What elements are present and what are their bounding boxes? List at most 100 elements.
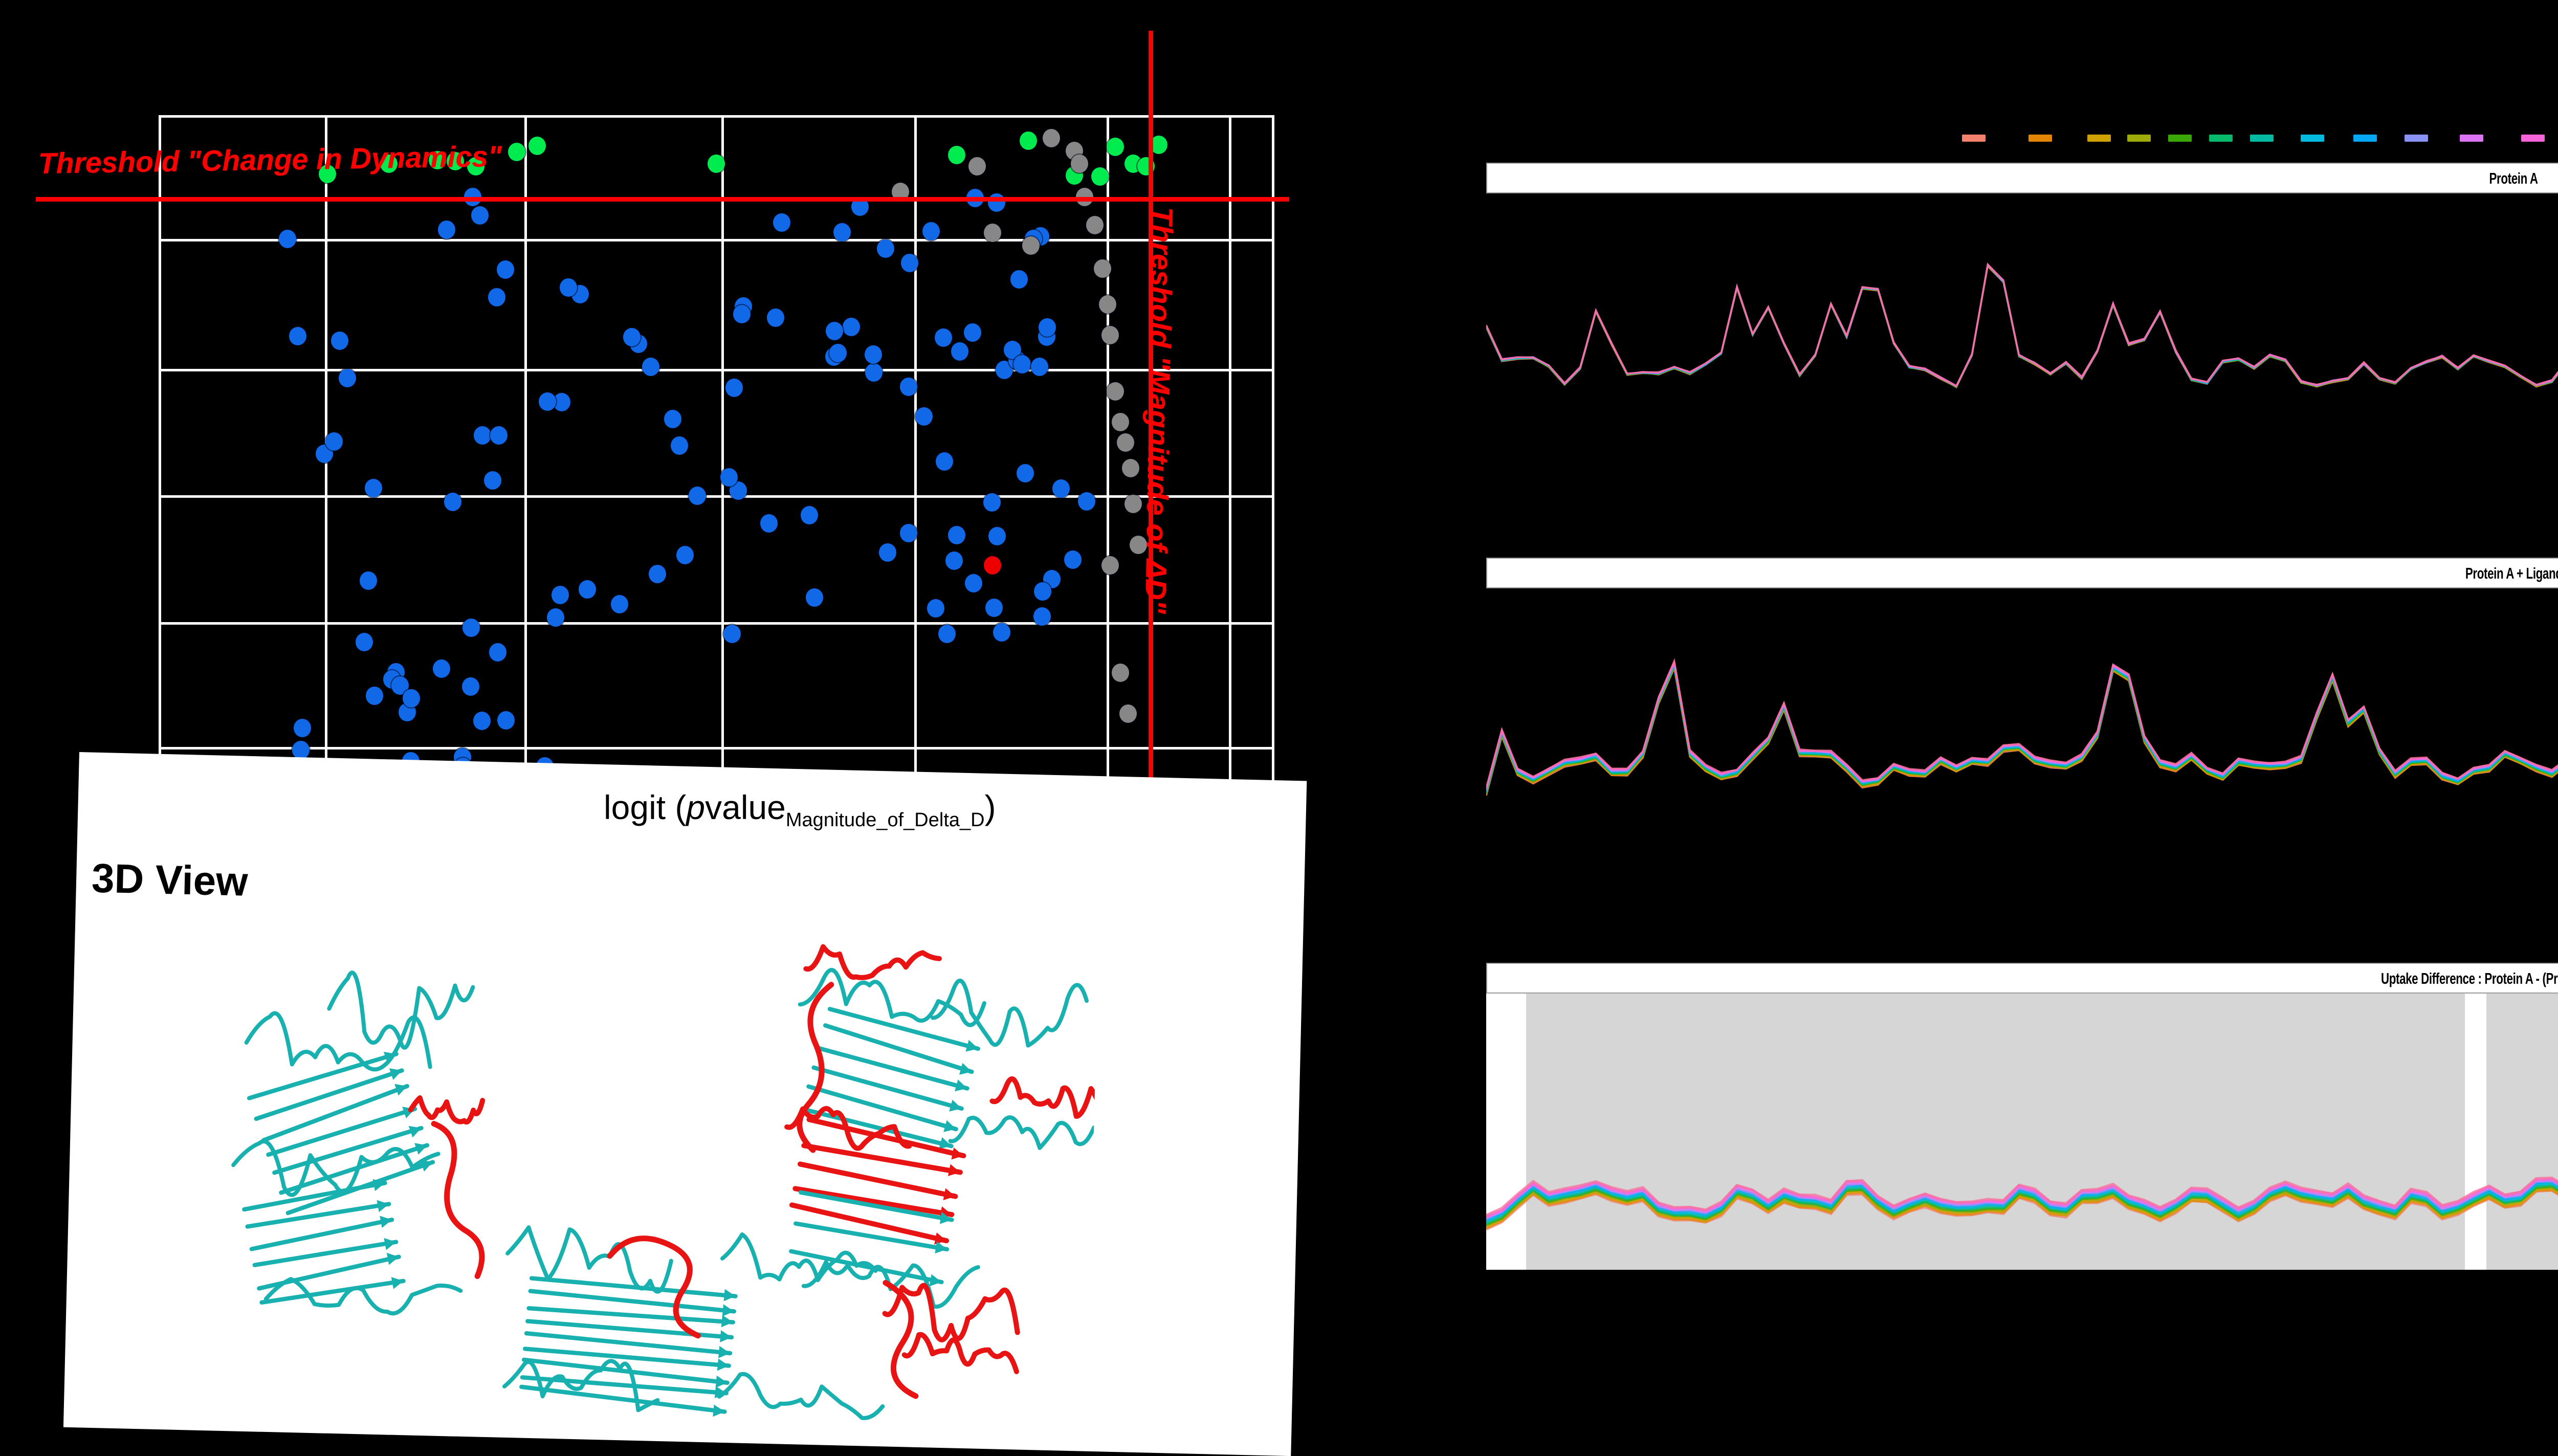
scatter-point[interactable] bbox=[437, 220, 455, 239]
scatter-point[interactable] bbox=[800, 505, 818, 524]
scatter-point[interactable] bbox=[489, 643, 506, 661]
scatter-point[interactable] bbox=[579, 580, 597, 599]
scatter-point[interactable] bbox=[610, 595, 628, 614]
scatter-point[interactable] bbox=[948, 146, 965, 164]
scatter-point[interactable] bbox=[720, 468, 738, 487]
plot-uptake-difference[interactable] bbox=[1486, 994, 2558, 1270]
scatter-point[interactable] bbox=[988, 526, 1006, 545]
scatter-point[interactable] bbox=[1013, 355, 1031, 374]
scatter-point[interactable] bbox=[1101, 326, 1119, 344]
scatter-point[interactable] bbox=[1031, 358, 1049, 377]
scatter-point[interactable] bbox=[279, 229, 296, 248]
plot-protein-a[interactable] bbox=[1486, 193, 2558, 418]
scatter-point[interactable] bbox=[474, 426, 492, 445]
scatter-point[interactable] bbox=[689, 486, 707, 505]
scatter-point[interactable] bbox=[915, 407, 933, 426]
scatter-point[interactable] bbox=[462, 618, 480, 637]
scatter-point[interactable] bbox=[403, 689, 421, 708]
scatter-point[interactable] bbox=[825, 322, 843, 341]
scatter-point[interactable] bbox=[433, 659, 451, 678]
scatter-point[interactable] bbox=[927, 599, 944, 617]
scatter-point[interactable] bbox=[900, 523, 918, 542]
scatter-point[interactable] bbox=[319, 165, 336, 183]
protein-structure-render[interactable] bbox=[166, 908, 1099, 1441]
scatter-point[interactable] bbox=[289, 326, 307, 345]
plot-protein-a-ligand[interactable] bbox=[1486, 588, 2558, 829]
scatter-point[interactable] bbox=[993, 623, 1010, 642]
scatter-point[interactable] bbox=[293, 718, 311, 737]
scatter-point[interactable] bbox=[528, 137, 546, 155]
scatter-point[interactable] bbox=[671, 436, 689, 455]
scatter-point[interactable] bbox=[842, 318, 860, 337]
scatter-point[interactable] bbox=[488, 288, 505, 307]
scatter-point[interactable] bbox=[473, 712, 491, 731]
scatter-point[interactable] bbox=[676, 545, 694, 564]
scatter-point[interactable] bbox=[988, 193, 1006, 212]
scatter-point[interactable] bbox=[539, 392, 557, 411]
scatter-point[interactable] bbox=[559, 278, 577, 297]
scatter-point[interactable] bbox=[833, 223, 851, 241]
scatter-point[interactable] bbox=[964, 573, 982, 592]
scatter-point[interactable] bbox=[983, 493, 1001, 512]
scatter-point[interactable] bbox=[1033, 607, 1051, 626]
3d-view-card[interactable]: 3D View bbox=[63, 752, 1307, 1456]
scatter-point[interactable] bbox=[447, 152, 464, 170]
scatter-point[interactable] bbox=[461, 677, 479, 696]
scatter-point[interactable] bbox=[899, 378, 917, 396]
scatter-point[interactable] bbox=[1124, 495, 1142, 513]
scatter-point[interactable] bbox=[934, 328, 952, 347]
scatter-point[interactable] bbox=[760, 514, 778, 533]
scatter-point[interactable] bbox=[1117, 433, 1134, 452]
scatter-point[interactable] bbox=[1052, 479, 1070, 498]
scatter-point[interactable] bbox=[984, 224, 1001, 242]
scatter-point[interactable] bbox=[1112, 664, 1129, 682]
scatter-point[interactable] bbox=[496, 260, 514, 279]
scatter-point[interactable] bbox=[1020, 131, 1037, 150]
scatter-point[interactable] bbox=[365, 479, 383, 498]
scatter-point[interactable] bbox=[922, 222, 940, 241]
scatter-point[interactable] bbox=[546, 608, 564, 627]
scatter-point[interactable] bbox=[985, 599, 1003, 617]
scatter-point[interactable] bbox=[1064, 550, 1082, 569]
scatter-point[interactable] bbox=[1107, 138, 1124, 156]
scatter-point[interactable] bbox=[1099, 295, 1116, 314]
scatter-point[interactable] bbox=[508, 143, 525, 161]
scatter-point[interactable] bbox=[1112, 413, 1129, 431]
scatter-point[interactable] bbox=[1086, 216, 1104, 234]
scatter-point[interactable] bbox=[649, 565, 667, 583]
scatter-point[interactable] bbox=[876, 239, 894, 258]
scatter-point[interactable] bbox=[725, 379, 743, 398]
scatter-point[interactable] bbox=[429, 151, 446, 169]
scatter-point[interactable] bbox=[444, 493, 462, 512]
scatter-point[interactable] bbox=[723, 625, 741, 644]
scatter-point[interactable] bbox=[467, 157, 484, 175]
scatter-point[interactable] bbox=[708, 155, 725, 173]
scatter-point[interactable] bbox=[1091, 167, 1109, 186]
scatter-point[interactable] bbox=[1101, 556, 1119, 575]
scatter-point[interactable] bbox=[1107, 382, 1124, 401]
scatter-point[interactable] bbox=[339, 369, 356, 387]
scatter-point[interactable] bbox=[1094, 259, 1111, 278]
scatter-point[interactable] bbox=[945, 551, 963, 570]
scatter-point[interactable] bbox=[1016, 464, 1034, 482]
scatter-point[interactable] bbox=[642, 357, 659, 376]
scatter-point[interactable] bbox=[551, 586, 569, 605]
scatter-point[interactable] bbox=[951, 342, 968, 361]
scatter-point[interactable] bbox=[497, 711, 515, 730]
scatter-point[interactable] bbox=[984, 556, 1001, 575]
scatter-point[interactable] bbox=[773, 213, 790, 232]
scatter-point[interactable] bbox=[879, 543, 897, 562]
scatter-point[interactable] bbox=[901, 253, 919, 272]
scatter-point[interactable] bbox=[664, 410, 681, 429]
scatter-point[interactable] bbox=[365, 687, 383, 705]
scatter-point[interactable] bbox=[938, 625, 956, 644]
scatter-point[interactable] bbox=[1078, 492, 1096, 511]
scatter-point[interactable] bbox=[490, 426, 508, 445]
scatter-point[interactable] bbox=[766, 308, 784, 327]
scatter-point[interactable] bbox=[865, 363, 883, 382]
scatter-point[interactable] bbox=[1043, 129, 1060, 147]
volcano-plot-area[interactable]: Threshold "Change in Dynamics" Threshold… bbox=[36, 31, 1289, 865]
scatter-point[interactable] bbox=[1033, 582, 1051, 601]
scatter-point[interactable] bbox=[805, 588, 823, 607]
scatter-point[interactable] bbox=[1071, 155, 1088, 173]
